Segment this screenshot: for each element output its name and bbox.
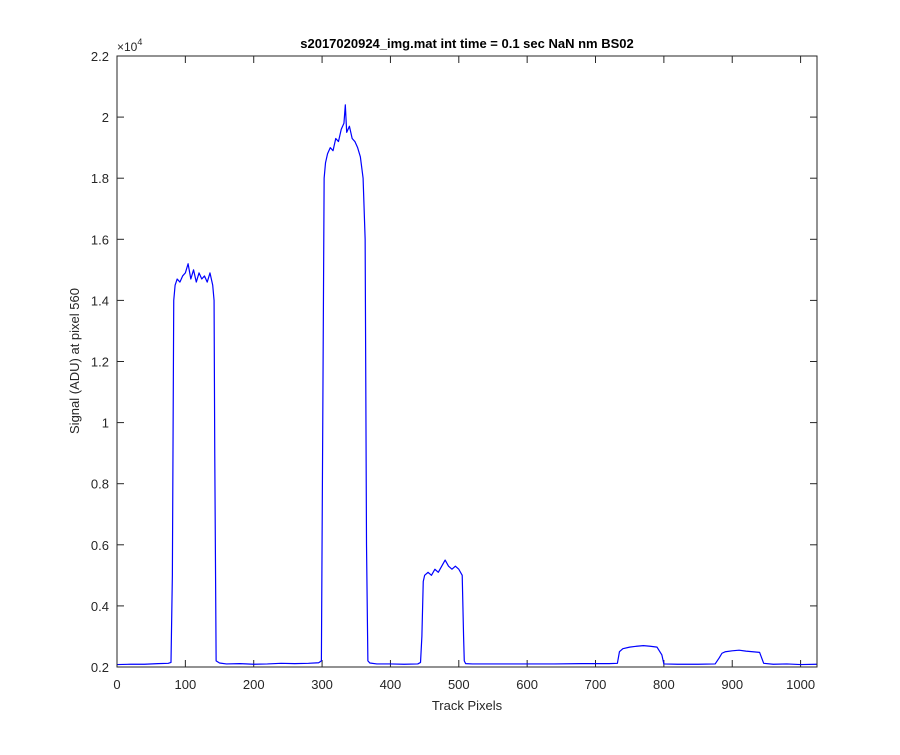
x-tick-label: 400 [380,677,402,692]
y-tick-label: 0.6 [91,538,109,553]
x-axis-ticks: 0 100 200 300 400 500 600 700 800 900 1000 [113,56,815,692]
y-tick-label: 1.6 [91,232,109,247]
y-axis-label: Signal (ADU) at pixel 560 [67,288,82,434]
x-tick-label: 600 [516,677,538,692]
x-tick-label: 900 [721,677,743,692]
y-tick-label: 0.8 [91,477,109,492]
x-tick-label: 1000 [786,677,815,692]
y-tick-label: 1.4 [91,293,109,308]
y-exponent-label: ×104 [117,37,142,54]
x-tick-label: 500 [448,677,470,692]
x-tick-label: 100 [175,677,197,692]
y-tick-label: 0.4 [91,599,109,614]
x-tick-label: 700 [585,677,607,692]
y-tick-label: 0.2 [91,660,109,675]
x-axis-label: Track Pixels [432,698,503,713]
chart-title: s2017020924_img.mat int time = 0.1 sec N… [300,36,634,51]
y-tick-label: 1.8 [91,171,109,186]
y-tick-label: 1.2 [91,355,109,370]
plot-frame [116,55,818,668]
signal-series-line [116,104,818,666]
x-tick-label: 0 [113,677,120,692]
plot-background [117,56,817,667]
y-tick-label: 2.2 [91,49,109,64]
y-tick-label: 2 [102,110,109,125]
x-tick-label: 800 [653,677,675,692]
x-tick-label: 300 [311,677,333,692]
y-tick-label: 1 [102,416,109,431]
x-tick-label: 200 [243,677,265,692]
